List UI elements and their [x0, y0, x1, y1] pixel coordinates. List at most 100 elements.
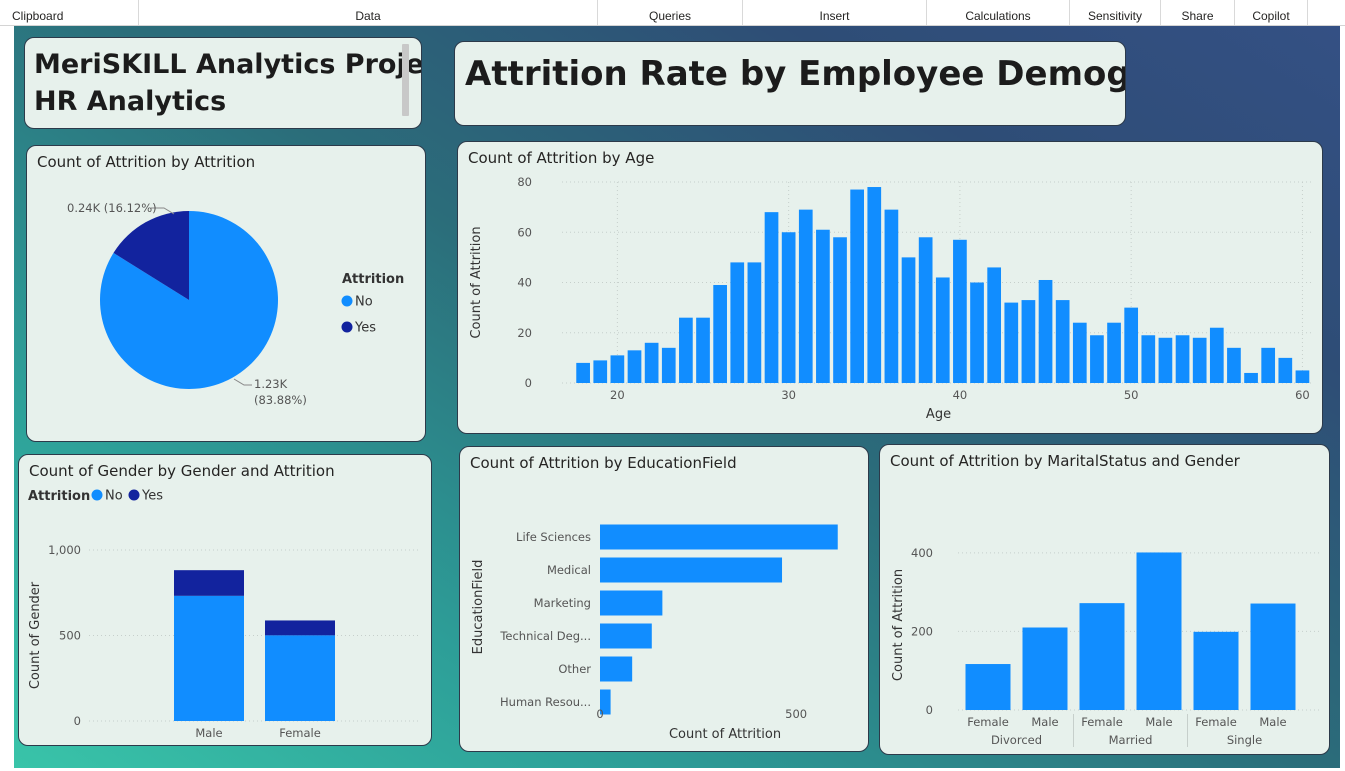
age-x-tick-label: 20	[610, 388, 625, 402]
age-bar	[1295, 370, 1310, 383]
age-y-tick-label: 80	[517, 175, 532, 189]
chart-title: Count of Attrition by MaritalStatus and …	[890, 452, 1240, 470]
gender-y-tick-label: 500	[59, 629, 81, 643]
pie-data-label-yes: 0.24K (16.12%)	[67, 201, 157, 215]
age-bar	[576, 362, 590, 383]
pie-data-label-no: 1.23K	[254, 377, 288, 391]
ribbon-group-calculations[interactable]: Calculations	[927, 0, 1070, 25]
education-bar	[600, 590, 663, 616]
age-x-tick-label: 50	[1124, 388, 1139, 402]
age-bar	[747, 262, 762, 383]
age-bar	[764, 212, 779, 383]
gender-y-tick-label: 0	[74, 714, 81, 728]
education-bar	[600, 689, 611, 715]
chart-title: Count of Attrition by Attrition	[37, 153, 256, 171]
chart-title: Count of Attrition by Age	[468, 149, 655, 167]
age-bar	[1192, 337, 1207, 383]
marital-x-tick-label: Male	[1031, 715, 1058, 729]
age-bar	[816, 229, 830, 383]
age-bar	[1038, 279, 1053, 383]
education-chart-card[interactable]: Count of Attrition by EducationField Lif…	[459, 446, 869, 752]
age-x-tick-label: 30	[781, 388, 796, 402]
gender-bar-female-no	[265, 635, 335, 721]
marital-y-tick-label: 200	[911, 624, 933, 638]
marital-bar-chart: 0 200 400 Female Male Female Male Female Male Div…	[891, 546, 1320, 747]
marital-x-tick-label: Male	[1259, 715, 1286, 729]
ribbon-group-data[interactable]: Data	[139, 0, 598, 25]
gender-legend-no-marker	[91, 489, 103, 501]
education-bar	[600, 524, 838, 550]
gender-legend-yes-label: Yes	[141, 489, 163, 504]
pie-legend-yes-marker	[341, 321, 353, 333]
ribbon-group-clipboard[interactable]: Clipboard	[0, 0, 139, 25]
ribbon-group-insert[interactable]: Insert	[743, 0, 927, 25]
ribbon-group-share[interactable]: Share	[1161, 0, 1235, 25]
textbox-scrollbar[interactable]	[402, 44, 409, 116]
ribbon-group-sensitivity[interactable]: Sensitivity	[1070, 0, 1161, 25]
pie-chart: 0.24K (16.12%) 1.23K (83.88%) Attrition No Ye…	[67, 201, 404, 407]
marital-group-label: Divorced	[991, 733, 1042, 747]
age-bar	[696, 317, 710, 383]
attrition-pie-card[interactable]: Count of Attrition by Attrition 0.24K (1…	[26, 145, 426, 442]
age-bar	[970, 282, 984, 383]
marital-y-tick-label: 0	[926, 703, 933, 717]
gender-x-tick-label: Female	[279, 726, 321, 740]
age-bar	[1141, 335, 1156, 383]
gender-chart-card[interactable]: Count of Gender by Gender and Attrition …	[18, 454, 432, 746]
gender-stacked-bar-chart: 05001,000AttritionNoYesMaleFemaleGenderC…	[28, 489, 419, 740]
pie-legend-no-label: No	[355, 295, 373, 310]
age-bar	[987, 267, 1002, 383]
age-bar-chart: 0 20 40 60 80 20 30 40 50 60 Age Count of Attrition	[469, 175, 1311, 422]
pie-leader-line-no	[233, 378, 252, 386]
age-bar	[884, 209, 899, 383]
ribbon-group-queries[interactable]: Queries	[598, 0, 743, 25]
marital-bar-female	[1193, 631, 1239, 710]
dashboard-title: Attrition Rate by Employee Demography	[465, 54, 1126, 94]
age-bar	[850, 189, 864, 383]
education-y-tick-label: Technical Deg...	[499, 629, 591, 643]
gender-y-tick-label: 1,000	[48, 543, 81, 557]
age-bar	[1244, 372, 1258, 383]
pie-data-label-no-pct: (83.88%)	[254, 393, 307, 407]
marital-x-tick-label: Female	[967, 715, 1009, 729]
pie-legend-title: Attrition	[342, 272, 404, 287]
age-bar	[1072, 322, 1087, 383]
gender-bar-male-no	[174, 595, 244, 721]
age-x-tick-label: 60	[1295, 388, 1310, 402]
education-bar	[600, 656, 633, 682]
dashboard-title-card[interactable]: Attrition Rate by Employee Demography	[454, 41, 1126, 126]
marital-bar-female	[1079, 603, 1125, 710]
ribbon-group-copilot[interactable]: Copilot	[1235, 0, 1308, 25]
marital-bar-female	[965, 664, 1011, 710]
marital-group-label: Married	[1109, 733, 1153, 747]
marital-y-axis-title: Count of Attrition	[891, 569, 906, 681]
age-bar	[1124, 307, 1139, 383]
pie-leader-line-yes	[151, 207, 175, 215]
age-y-axis-title: Count of Attrition	[469, 226, 484, 338]
age-bar	[918, 237, 933, 383]
education-y-axis-title: EducationField	[471, 560, 486, 655]
age-bar	[593, 360, 608, 383]
age-chart-card[interactable]: Count of Attrition by Age 0 20 40 60 80 20 30 4…	[457, 141, 1323, 434]
marital-y-tick-label: 400	[911, 546, 933, 560]
age-bar	[627, 350, 642, 383]
marital-chart-card[interactable]: Count of Attrition by MaritalStatus and …	[879, 444, 1330, 755]
age-bar	[1055, 300, 1070, 383]
ribbon-group-label: Insert	[819, 9, 850, 23]
education-y-tick-label: Life Sciences	[516, 530, 591, 544]
age-bar	[781, 232, 796, 383]
age-bar	[1227, 347, 1241, 383]
age-bar	[610, 355, 625, 383]
age-bar	[1158, 337, 1173, 383]
ribbon-toolbar: Clipboard Data Queries Insert Calculatio…	[0, 0, 1345, 26]
age-bar	[644, 342, 659, 383]
project-title-card[interactable]: MeriSKILL Analytics Project HR Analytics	[24, 37, 422, 129]
age-y-tick-label: 60	[517, 225, 532, 239]
marital-bar-male	[1250, 603, 1296, 710]
gender-x-tick-label: Male	[195, 726, 222, 740]
education-x-axis-title: Count of Attrition	[669, 727, 781, 742]
education-y-tick-label: Human Resou...	[500, 695, 591, 709]
project-title: MeriSKILL Analytics Project HR Analytics	[34, 46, 421, 120]
pie-legend-no-marker	[341, 295, 353, 307]
age-bar	[1278, 357, 1293, 383]
